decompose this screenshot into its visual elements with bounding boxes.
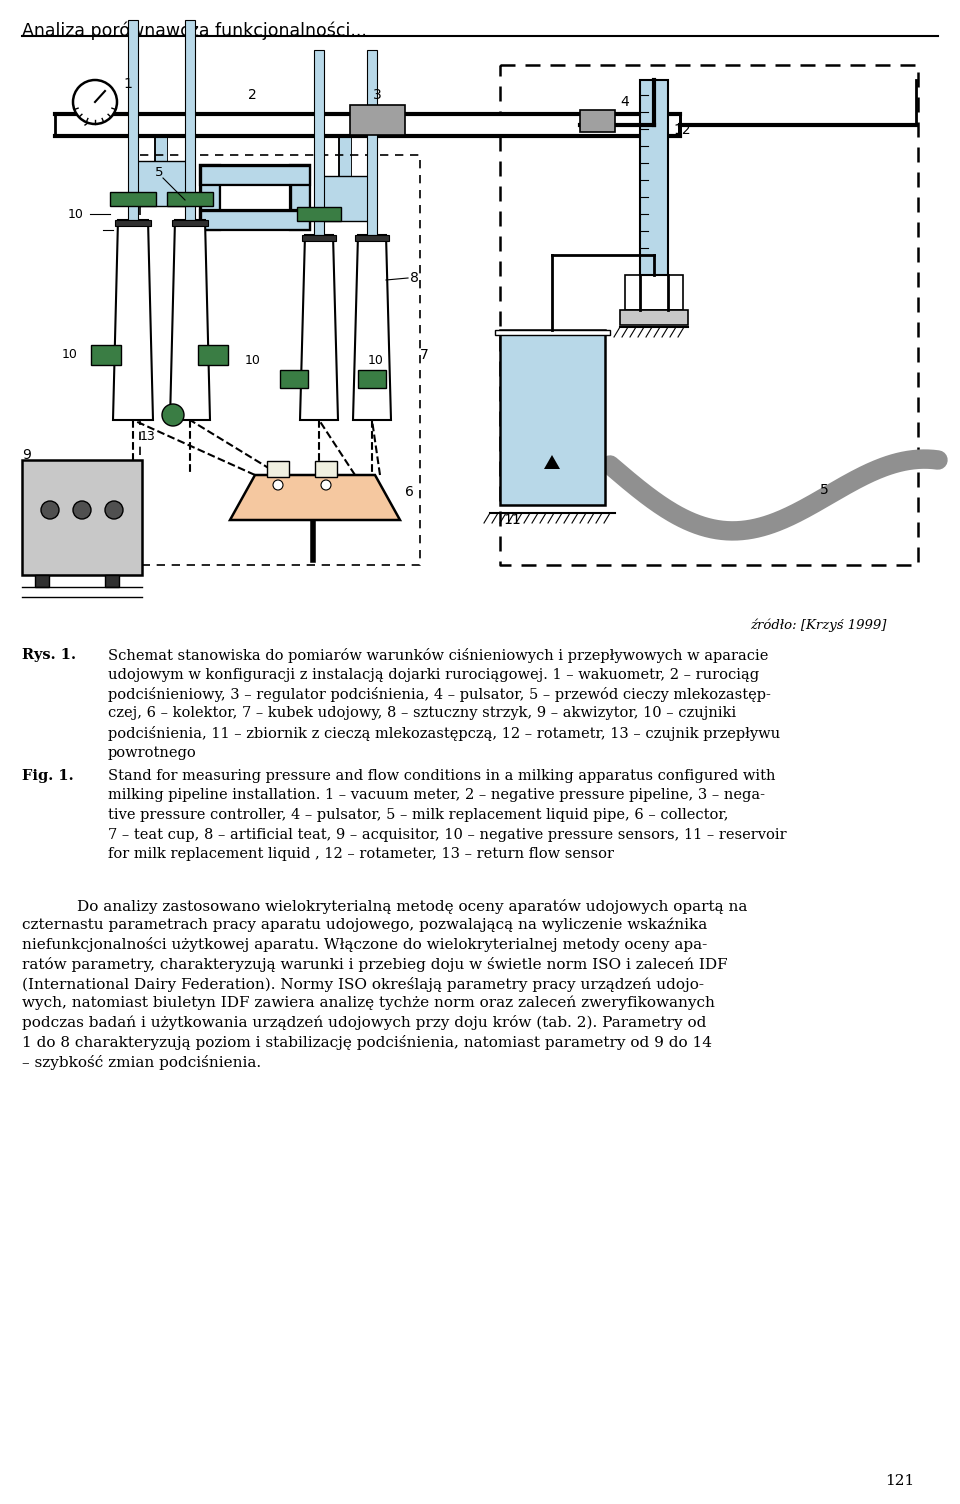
Text: – szybkość zmian podciśnienia.: – szybkość zmian podciśnienia. bbox=[22, 1054, 261, 1069]
Bar bbox=[495, 329, 610, 335]
Text: 2: 2 bbox=[248, 89, 256, 102]
Text: Do analizy zastosowano wielokryterialną metodę oceny aparatów udojowych opartą n: Do analizy zastosowano wielokryterialną … bbox=[77, 898, 748, 913]
Bar bbox=[115, 220, 151, 226]
Bar bbox=[128, 20, 138, 220]
Text: 10: 10 bbox=[245, 353, 261, 367]
Bar bbox=[172, 220, 208, 226]
Bar bbox=[22, 460, 142, 575]
Bar bbox=[110, 193, 156, 206]
Bar bbox=[358, 370, 386, 388]
Text: 121: 121 bbox=[885, 1474, 915, 1487]
Text: 7 – teat cup, 8 – artificial teat, 9 – acquisitor, 10 – negative pressure sensor: 7 – teat cup, 8 – artificial teat, 9 – a… bbox=[108, 827, 786, 842]
Bar bbox=[302, 235, 336, 241]
Bar bbox=[316, 176, 375, 221]
Bar bbox=[314, 50, 324, 235]
Text: 5: 5 bbox=[155, 165, 163, 179]
Bar bbox=[367, 50, 377, 235]
Polygon shape bbox=[230, 475, 400, 520]
Circle shape bbox=[73, 80, 117, 123]
Circle shape bbox=[41, 501, 59, 519]
Text: czternastu parametrach pracy aparatu udojowego, pozwalającą na wyliczenie wskaźn: czternastu parametrach pracy aparatu udo… bbox=[22, 917, 708, 932]
Text: ratów parametry, charakteryzują warunki i przebieg doju w świetle norm ISO i zal: ratów parametry, charakteryzują warunki … bbox=[22, 957, 728, 972]
Bar bbox=[500, 329, 605, 505]
Bar bbox=[625, 275, 683, 310]
Bar bbox=[280, 370, 308, 388]
Text: Analiza porównawcza funkcjonalności...: Analiza porównawcza funkcjonalności... bbox=[22, 23, 367, 41]
Text: 4: 4 bbox=[620, 95, 629, 108]
Bar bbox=[267, 462, 289, 477]
Text: Rys. 1.: Rys. 1. bbox=[22, 648, 76, 662]
Text: udojowym w konfiguracji z instalacją dojarki rurociągowej. 1 – wakuometr, 2 – ru: udojowym w konfiguracji z instalacją doj… bbox=[108, 668, 759, 681]
Text: 1 do 8 charakteryzują poziom i stabilizację podciśnienia, natomiast parametry od: 1 do 8 charakteryzują poziom i stabiliza… bbox=[22, 1035, 712, 1050]
Bar bbox=[315, 462, 337, 477]
Text: for milk replacement liquid , 12 – rotameter, 13 – return flow sensor: for milk replacement liquid , 12 – rotam… bbox=[108, 847, 614, 860]
Bar bbox=[91, 344, 121, 365]
Polygon shape bbox=[300, 235, 338, 420]
Text: (International Dairy Federation). Normy ISO określają parametry pracy urządzeń u: (International Dairy Federation). Normy … bbox=[22, 976, 704, 991]
Text: powrotnego: powrotnego bbox=[108, 746, 197, 760]
Bar bbox=[297, 208, 341, 221]
Text: Schemat stanowiska do pomiarów warunków ciśnieniowych i przepływowych w aparacie: Schemat stanowiska do pomiarów warunków … bbox=[108, 648, 768, 663]
Circle shape bbox=[162, 405, 184, 426]
Text: czej, 6 – kolektor, 7 – kubek udojowy, 8 – sztuczny strzyk, 9 – akwizytor, 10 – : czej, 6 – kolektor, 7 – kubek udojowy, 8… bbox=[108, 707, 736, 720]
Text: 10: 10 bbox=[62, 349, 78, 361]
Text: 13: 13 bbox=[139, 430, 155, 444]
Text: 10: 10 bbox=[368, 353, 384, 367]
Bar bbox=[55, 114, 680, 135]
Bar bbox=[580, 110, 615, 132]
Text: niefunkcjonalności użytkowej aparatu. Włączone do wielokryterialnej metody oceny: niefunkcjonalności użytkowej aparatu. Wł… bbox=[22, 937, 708, 952]
Bar bbox=[185, 20, 195, 220]
Polygon shape bbox=[113, 220, 153, 420]
Bar bbox=[350, 105, 405, 135]
Bar bbox=[167, 193, 213, 206]
Text: podciśnienia, 11 – zbiornik z cieczą mlekozastępczą, 12 – rotametr, 13 – czujnik: podciśnienia, 11 – zbiornik z cieczą mle… bbox=[108, 726, 780, 741]
Text: wych, natomiast biuletyn IDF zawiera analizę tychże norm oraz zaleceń zweryfikow: wych, natomiast biuletyn IDF zawiera ana… bbox=[22, 996, 715, 1011]
Text: 10: 10 bbox=[68, 208, 84, 221]
Text: 6: 6 bbox=[405, 484, 414, 499]
Polygon shape bbox=[170, 220, 210, 420]
Text: 12: 12 bbox=[673, 123, 690, 137]
Text: źródło: [Krzyś 1999]: źródło: [Krzyś 1999] bbox=[750, 618, 886, 632]
Bar bbox=[130, 161, 193, 206]
Circle shape bbox=[321, 480, 331, 490]
Text: Fig. 1.: Fig. 1. bbox=[22, 769, 74, 784]
Bar bbox=[198, 344, 228, 365]
Text: 11: 11 bbox=[503, 513, 520, 526]
Text: 8: 8 bbox=[410, 271, 419, 284]
Bar bbox=[105, 575, 119, 587]
Text: podczas badań i użytkowania urządzeń udojowych przy doju krów (tab. 2). Parametr: podczas badań i użytkowania urządzeń udo… bbox=[22, 1015, 707, 1030]
Text: 7: 7 bbox=[420, 347, 429, 362]
Bar bbox=[620, 310, 688, 325]
Bar bbox=[640, 80, 668, 275]
Text: 1: 1 bbox=[123, 77, 132, 92]
Circle shape bbox=[105, 501, 123, 519]
Text: 9: 9 bbox=[22, 448, 31, 462]
Text: 5: 5 bbox=[820, 483, 828, 496]
Text: Stand for measuring pressure and flow conditions in a milking apparatus configur: Stand for measuring pressure and flow co… bbox=[108, 769, 776, 784]
Circle shape bbox=[73, 501, 91, 519]
Text: milking pipeline installation. 1 – vacuum meter, 2 – negative pressure pipeline,: milking pipeline installation. 1 – vacuu… bbox=[108, 788, 765, 803]
Text: tive pressure controller, 4 – pulsator, 5 – milk replacement liquid pipe, 6 – co: tive pressure controller, 4 – pulsator, … bbox=[108, 808, 729, 823]
Circle shape bbox=[273, 480, 283, 490]
Text: 3: 3 bbox=[372, 89, 381, 102]
Bar bbox=[35, 575, 49, 587]
Text: podciśnieniowy, 3 – regulator podciśnienia, 4 – pulsator, 5 – przewód cieczy mle: podciśnieniowy, 3 – regulator podciśnien… bbox=[108, 687, 771, 702]
Polygon shape bbox=[544, 456, 560, 469]
Bar bbox=[355, 235, 389, 241]
Polygon shape bbox=[353, 235, 391, 420]
